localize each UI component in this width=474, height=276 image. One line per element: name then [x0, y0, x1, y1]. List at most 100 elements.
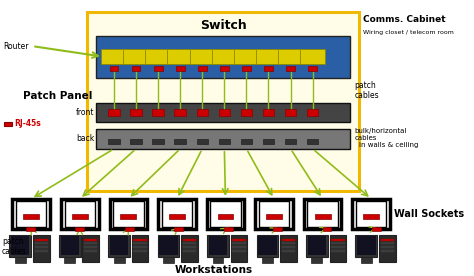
- Bar: [84, 246, 97, 248]
- Bar: [174, 109, 186, 116]
- FancyBboxPatch shape: [181, 235, 198, 262]
- Text: in walls & ceiling: in walls & ceiling: [359, 142, 419, 148]
- FancyBboxPatch shape: [159, 237, 178, 255]
- FancyBboxPatch shape: [300, 49, 325, 64]
- FancyBboxPatch shape: [256, 49, 281, 64]
- Bar: [133, 250, 147, 252]
- FancyBboxPatch shape: [231, 235, 247, 262]
- FancyBboxPatch shape: [132, 235, 148, 262]
- Bar: [263, 139, 274, 144]
- Bar: [363, 214, 379, 219]
- Bar: [381, 250, 394, 252]
- Bar: [372, 227, 381, 231]
- Bar: [108, 139, 120, 144]
- FancyBboxPatch shape: [167, 49, 193, 64]
- FancyBboxPatch shape: [109, 199, 147, 229]
- FancyBboxPatch shape: [207, 235, 229, 257]
- FancyBboxPatch shape: [158, 235, 180, 257]
- Bar: [224, 227, 233, 231]
- FancyBboxPatch shape: [356, 201, 386, 227]
- Bar: [220, 66, 229, 71]
- FancyBboxPatch shape: [306, 235, 328, 257]
- Bar: [241, 109, 252, 116]
- Bar: [15, 257, 26, 263]
- FancyBboxPatch shape: [61, 199, 99, 229]
- FancyBboxPatch shape: [307, 201, 338, 227]
- FancyBboxPatch shape: [61, 237, 79, 255]
- Bar: [72, 214, 88, 219]
- Bar: [183, 250, 196, 252]
- Bar: [331, 239, 345, 241]
- Bar: [84, 239, 97, 241]
- Text: patch
cables: patch cables: [2, 237, 27, 256]
- Bar: [174, 139, 186, 144]
- Bar: [307, 109, 319, 116]
- Bar: [232, 246, 246, 248]
- Bar: [109, 66, 118, 71]
- FancyBboxPatch shape: [33, 235, 50, 262]
- Bar: [133, 246, 147, 248]
- Bar: [219, 109, 230, 116]
- Bar: [35, 246, 48, 248]
- Bar: [266, 214, 282, 219]
- Bar: [381, 239, 394, 241]
- FancyBboxPatch shape: [308, 237, 326, 255]
- FancyBboxPatch shape: [113, 201, 144, 227]
- Bar: [120, 214, 136, 219]
- Bar: [183, 242, 196, 244]
- Bar: [176, 66, 184, 71]
- Text: Switch: Switch: [200, 19, 246, 33]
- Bar: [273, 227, 282, 231]
- Text: Workstations: Workstations: [174, 265, 252, 275]
- Bar: [108, 109, 120, 116]
- Bar: [307, 139, 319, 144]
- FancyBboxPatch shape: [210, 201, 241, 227]
- FancyBboxPatch shape: [16, 201, 46, 227]
- Bar: [197, 139, 208, 144]
- Bar: [262, 257, 273, 263]
- FancyBboxPatch shape: [329, 235, 346, 262]
- Bar: [75, 227, 84, 231]
- Bar: [263, 109, 274, 116]
- Bar: [125, 227, 134, 231]
- FancyBboxPatch shape: [101, 49, 127, 64]
- FancyBboxPatch shape: [278, 49, 303, 64]
- Bar: [232, 242, 246, 244]
- Bar: [232, 239, 246, 241]
- Bar: [133, 239, 147, 241]
- FancyBboxPatch shape: [12, 199, 50, 229]
- Bar: [218, 214, 233, 219]
- Text: Wiring closet / telecom room: Wiring closet / telecom room: [364, 30, 454, 35]
- Bar: [282, 239, 295, 241]
- FancyBboxPatch shape: [379, 235, 396, 262]
- Text: Patch Panel: Patch Panel: [23, 91, 92, 101]
- Bar: [198, 66, 207, 71]
- FancyBboxPatch shape: [108, 235, 130, 257]
- FancyBboxPatch shape: [352, 199, 390, 229]
- Bar: [183, 246, 196, 248]
- Bar: [331, 242, 345, 244]
- FancyBboxPatch shape: [82, 235, 99, 262]
- Bar: [35, 242, 48, 244]
- Bar: [381, 242, 394, 244]
- Bar: [331, 246, 345, 248]
- Bar: [35, 250, 48, 252]
- FancyBboxPatch shape: [207, 199, 244, 229]
- Bar: [308, 66, 317, 71]
- Bar: [84, 242, 97, 244]
- Bar: [219, 139, 230, 144]
- Bar: [152, 139, 164, 144]
- Bar: [23, 214, 39, 219]
- Bar: [331, 250, 345, 252]
- Text: back: back: [76, 134, 94, 144]
- Bar: [323, 227, 331, 231]
- Text: Wall Sockets: Wall Sockets: [394, 209, 465, 219]
- FancyBboxPatch shape: [96, 103, 350, 123]
- FancyBboxPatch shape: [59, 235, 81, 257]
- FancyBboxPatch shape: [158, 199, 196, 229]
- FancyBboxPatch shape: [96, 36, 350, 78]
- Bar: [130, 109, 142, 116]
- FancyBboxPatch shape: [123, 49, 149, 64]
- FancyBboxPatch shape: [96, 129, 350, 149]
- FancyBboxPatch shape: [11, 237, 29, 255]
